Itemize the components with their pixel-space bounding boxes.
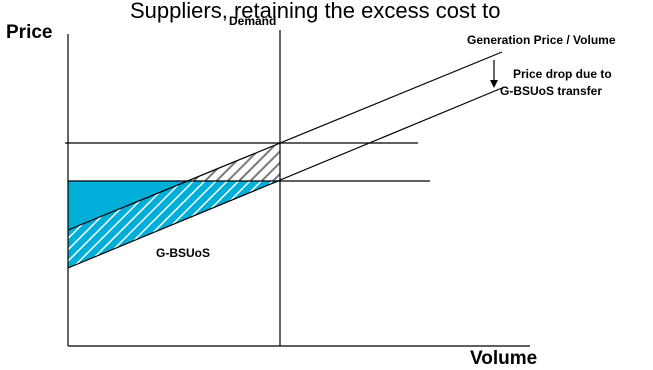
demand-label: Demand	[229, 14, 276, 28]
shifted-supply-line	[67, 87, 503, 269]
y-axis-label: Price	[6, 22, 52, 43]
gbsuos-label: G-BSUoS	[156, 246, 210, 260]
header-fragment: Suppliers, retaining the excess cost to	[130, 0, 501, 23]
generation-label: Generation Price / Volume	[467, 33, 616, 47]
x-axis-label: Volume	[470, 348, 537, 369]
generation-supply-line	[67, 51, 503, 231]
price-drop-label-line1: Price drop due to	[513, 67, 612, 81]
price-drop-arrowhead	[490, 80, 498, 88]
price-drop-label-line2: G-BSUoS transfer	[500, 84, 602, 98]
